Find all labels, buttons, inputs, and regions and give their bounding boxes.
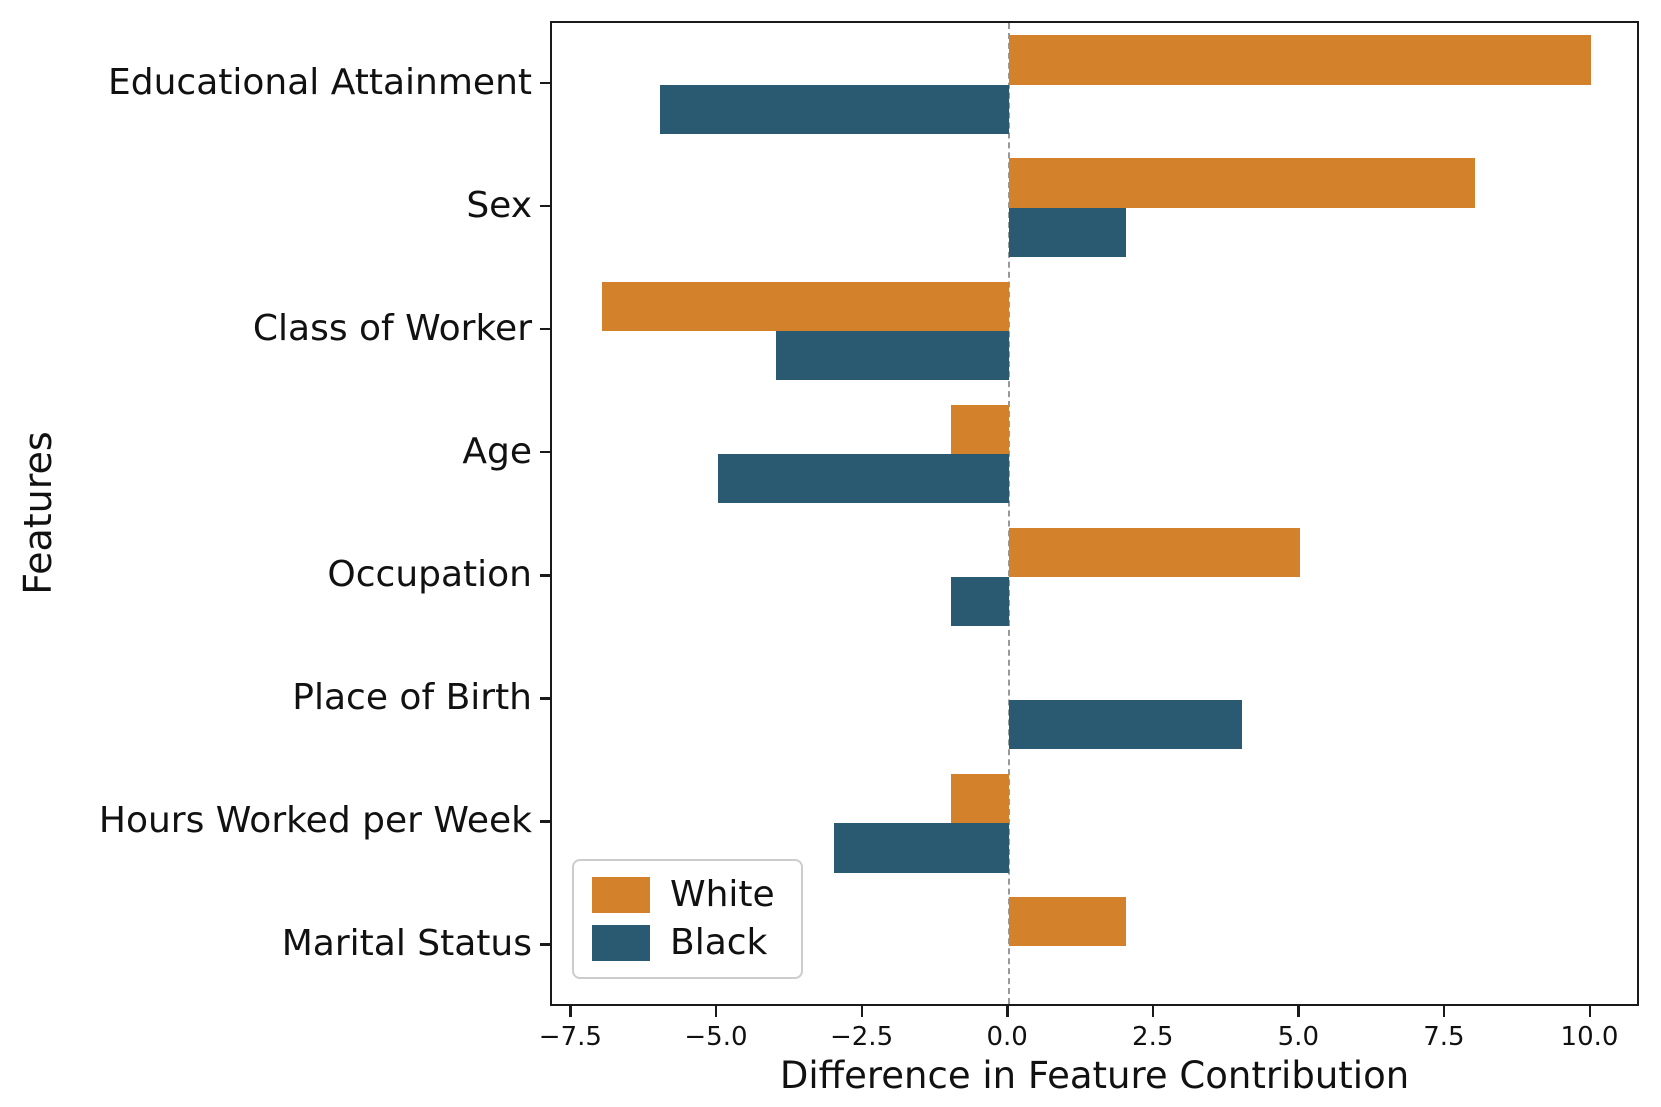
x-tick-mark	[569, 1006, 572, 1017]
bar-white-age	[950, 404, 1010, 454]
x-tick-mark	[1297, 1006, 1300, 1017]
x-tick-mark	[714, 1006, 718, 1017]
y-tick-mark	[540, 327, 550, 331]
legend-item-black: Black	[592, 925, 775, 961]
x-axis-title: Difference in Feature Contribution	[779, 1054, 1410, 1097]
y-tick-mark	[540, 943, 550, 946]
bar-white-sex	[1009, 158, 1476, 208]
y-tick-mark	[540, 574, 550, 577]
x-tick-mark	[1442, 1006, 1446, 1017]
x-tick-mark	[860, 1006, 864, 1017]
bar-black-place-of-birth	[1009, 700, 1243, 750]
legend: White Black	[572, 859, 803, 979]
x-tick-label-7.5: 7.5	[1423, 1022, 1465, 1052]
y-axis-title: Features	[16, 431, 60, 595]
y-tick-label-age: Age	[462, 430, 532, 472]
y-tick-label-class-of-worker: Class of Worker	[252, 307, 532, 349]
bar-black-hours-worked-per-week	[834, 823, 1010, 873]
x-tick-label-minus-2.5: −2.5	[829, 1022, 894, 1052]
x-tick-label-0.0: 0.0	[986, 1022, 1028, 1052]
x-tick-mark	[1151, 1006, 1155, 1017]
bar-white-occupation	[1009, 527, 1301, 578]
x-tick-label-2.5: 2.5	[1132, 1022, 1174, 1052]
bar-white-hours-worked-per-week	[950, 774, 1010, 824]
y-tick-mark	[540, 450, 550, 454]
x-tick-mark	[1588, 1006, 1591, 1017]
y-tick-mark	[540, 81, 550, 85]
x-tick-label-minus-5.0: −5.0	[684, 1022, 748, 1052]
bar-white-class-of-worker	[601, 281, 1010, 331]
legend-label-black: Black	[670, 922, 768, 963]
y-tick-mark	[540, 697, 550, 700]
y-tick-label-occupation: Occupation	[327, 554, 532, 596]
y-tick-label-place-of-birth: Place of Birth	[292, 677, 532, 719]
legend-label-white: White	[670, 874, 775, 915]
legend-item-white: White	[592, 877, 775, 913]
bar-black-educational-attainment	[659, 84, 1010, 134]
y-tick-mark	[540, 204, 550, 208]
y-tick-label-educational-attainment: Educational Attainment	[108, 61, 532, 103]
plot-area: White Black	[550, 21, 1639, 1006]
y-tick-label-hours-worked-per-week: Hours Worked per Week	[98, 800, 532, 842]
x-tick-mark	[1006, 1006, 1009, 1017]
zero-dashed-line	[1008, 23, 1011, 1004]
x-tick-label-5.0: 5.0	[1277, 1022, 1319, 1052]
x-tick-label-10.0: 10.0	[1560, 1022, 1619, 1052]
bar-black-sex	[1009, 207, 1126, 257]
bar-black-class-of-worker	[776, 330, 1010, 381]
y-tick-label-sex: Sex	[466, 184, 532, 226]
bar-black-occupation	[950, 577, 1010, 627]
legend-swatch-white	[592, 877, 650, 913]
y-tick-label-marital-status: Marital Status	[281, 923, 532, 965]
y-tick-mark	[540, 820, 550, 823]
bar-black-age	[717, 453, 1010, 504]
bar-white-marital-status	[1009, 897, 1126, 947]
bar-white-educational-attainment	[1009, 35, 1592, 85]
legend-swatch-black	[592, 925, 650, 961]
x-tick-label-minus-7.5: −7.5	[538, 1022, 602, 1052]
